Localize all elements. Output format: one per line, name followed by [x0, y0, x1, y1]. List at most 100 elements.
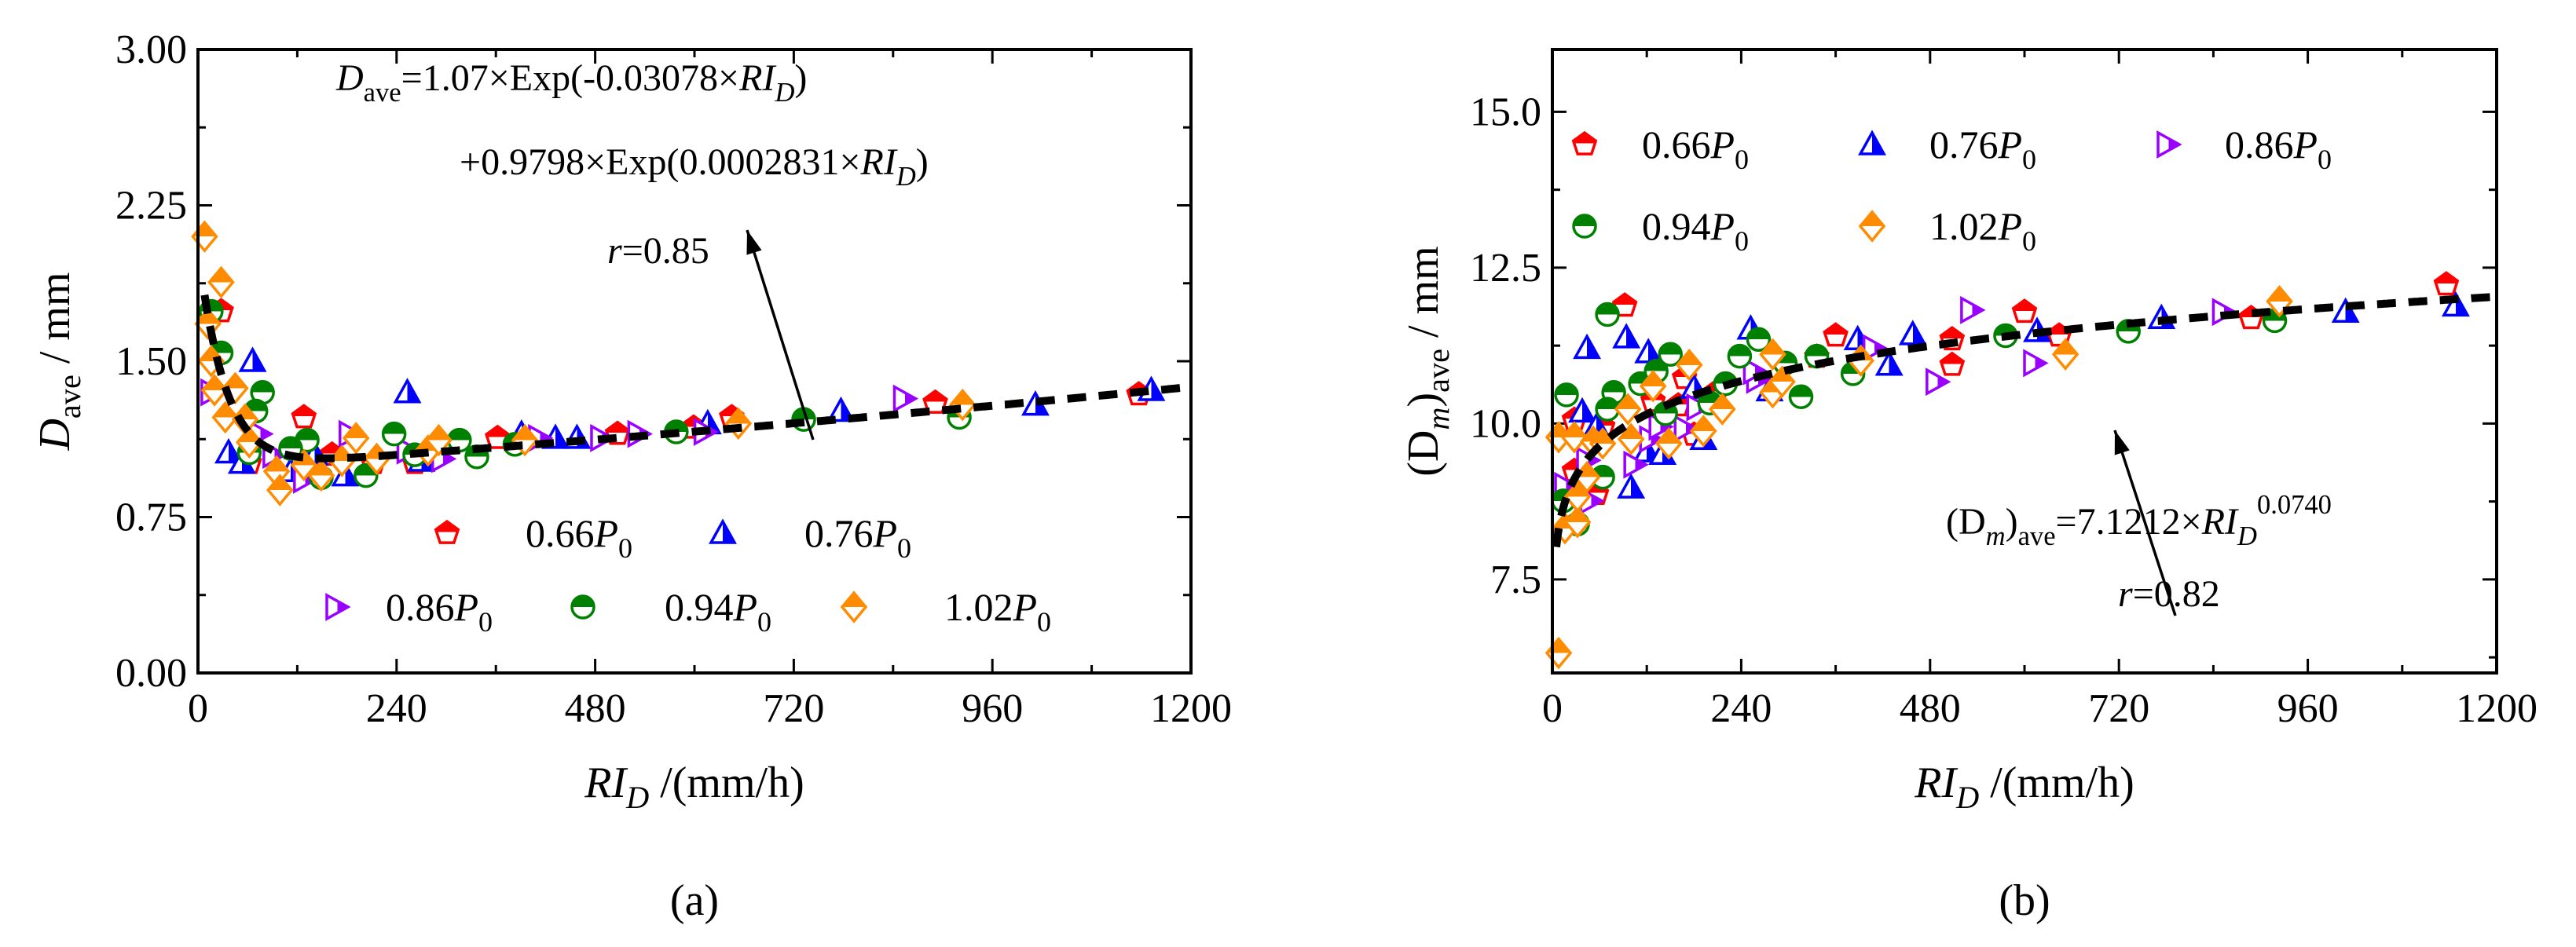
data-point	[1673, 414, 1699, 443]
y-tick-label: 12.5	[1470, 246, 1541, 291]
legend-label: 0.66P0	[526, 511, 632, 564]
data-point	[2441, 291, 2470, 317]
data-point	[892, 384, 919, 413]
legend-marker-icon	[325, 593, 351, 621]
arrowhead-icon	[2114, 430, 2130, 455]
data-point	[1654, 427, 1683, 460]
data-point	[236, 426, 263, 459]
x-axis-label: RID /(mm/h)	[584, 759, 804, 815]
legend-label: 0.66P0	[1642, 122, 1749, 175]
x-tick-label: 240	[366, 686, 427, 731]
legend-item: 0.76P0	[1858, 122, 2036, 175]
legend-marker-icon	[1572, 214, 1597, 239]
x-tick-label: 240	[1710, 686, 1772, 731]
data-point	[1746, 327, 1772, 352]
data-point	[1768, 365, 1796, 398]
legend-marker-icon	[1858, 130, 1886, 155]
fit-equation: +0.9798×Exp(0.0002831×RID)	[460, 141, 929, 192]
legend-label: 1.02P0	[944, 585, 1051, 638]
data-point	[922, 389, 948, 414]
x-tick-label: 0	[1542, 686, 1563, 731]
x-axis-label: RID /(mm/h)	[1914, 759, 2134, 815]
series-1.02P0	[191, 220, 977, 506]
data-point	[1939, 351, 1966, 376]
data-point	[1926, 367, 1951, 397]
arrowhead-icon	[746, 230, 762, 255]
data-point	[207, 265, 235, 299]
data-point	[1563, 506, 1592, 539]
legend-label: 0.86P0	[386, 585, 493, 638]
legend-marker-icon	[1571, 130, 1598, 155]
legend-marker-icon	[2156, 130, 2182, 159]
panel-a-chart: 0 240 480 720 960 1200 0.00 0.75 1.50 2.25 3.00 Dav…	[31, 27, 1232, 925]
plot-frame	[1551, 48, 2498, 675]
x-tick-label: 720	[2088, 686, 2149, 731]
y-tick-label: 1.50	[115, 339, 187, 384]
fit-equation: r=0.85	[607, 230, 709, 272]
data-point	[2051, 338, 2079, 371]
data-point	[1563, 480, 1592, 514]
data-point	[1617, 422, 1645, 455]
legend-marker-icon	[709, 518, 737, 544]
data-point	[826, 396, 856, 422]
data-point	[238, 346, 267, 372]
legend-item: 1.02P0	[840, 585, 1051, 638]
x-tick-label: 720	[763, 686, 824, 731]
legend-item: 0.76P0	[709, 511, 911, 564]
data-point	[291, 404, 317, 429]
fit-curve	[200, 294, 1192, 463]
legend-label: 0.76P0	[1929, 122, 2036, 175]
legend-item: 0.66P0	[1571, 122, 1749, 175]
data-point	[1639, 370, 1667, 403]
data-point	[425, 423, 453, 457]
legend-marker-icon	[434, 519, 460, 544]
data-point	[1690, 415, 1717, 448]
data-point	[1898, 320, 1927, 346]
panel-label: (b)	[1999, 876, 2050, 925]
data-point	[342, 422, 370, 455]
legend-label: 1.02P0	[1929, 204, 2036, 257]
data-point	[1676, 349, 1703, 382]
y-tick-label: 15.0	[1470, 90, 1541, 134]
legend-item: 0.94P0	[570, 585, 771, 638]
y-tick-label: 7.5	[1490, 558, 1541, 602]
legend-item: 0.86P0	[2156, 122, 2332, 175]
data-point	[1658, 342, 1683, 367]
x-tick-label: 1200	[1150, 686, 1232, 731]
data-point	[1709, 393, 1736, 426]
data-point	[200, 374, 229, 407]
data-point	[214, 437, 243, 464]
data-point	[1545, 636, 1573, 670]
legend-item: 0.66P0	[434, 511, 632, 564]
legend-item: 1.02P0	[1858, 204, 2036, 257]
data-point	[1611, 292, 1638, 317]
x-tick-label: 960	[2277, 686, 2339, 731]
panel-b-chart: 0 240 480 720 960 1200 7.5 10.0 12.5 15.0 (Dm)ave=…	[1399, 48, 2538, 925]
annotation-arrow	[746, 229, 815, 441]
legend: 0.66P0 0.76P0 0.86P0 0.94P0 1.02P0	[1571, 122, 2332, 257]
data-point	[307, 459, 335, 492]
legend-marker-icon	[1858, 210, 1886, 243]
data-point	[2433, 271, 2460, 296]
data-point	[381, 421, 407, 447]
legend-label: 0.86P0	[2225, 122, 2332, 175]
data-point	[2331, 297, 2360, 324]
y-tick-label: 0.75	[115, 495, 187, 540]
y-tick-label: 2.25	[115, 184, 187, 229]
x-tick-label: 480	[1900, 686, 1961, 731]
fit-equation: r=0.82	[2118, 573, 2220, 615]
data-point	[354, 463, 379, 488]
data-point	[1614, 393, 1642, 426]
data-point	[331, 460, 360, 487]
plot-frame	[196, 48, 1193, 675]
data-point	[1634, 338, 1663, 364]
data-point	[1568, 397, 1597, 423]
data-point	[1759, 338, 1786, 371]
data-point	[1960, 295, 1986, 324]
data-point	[1727, 343, 1753, 369]
x-tick-label: 960	[962, 686, 1023, 731]
data-point	[1788, 384, 1814, 410]
y-axis-label: (Dm)ave / mm	[1399, 246, 1456, 477]
legend-marker-icon	[570, 594, 595, 620]
